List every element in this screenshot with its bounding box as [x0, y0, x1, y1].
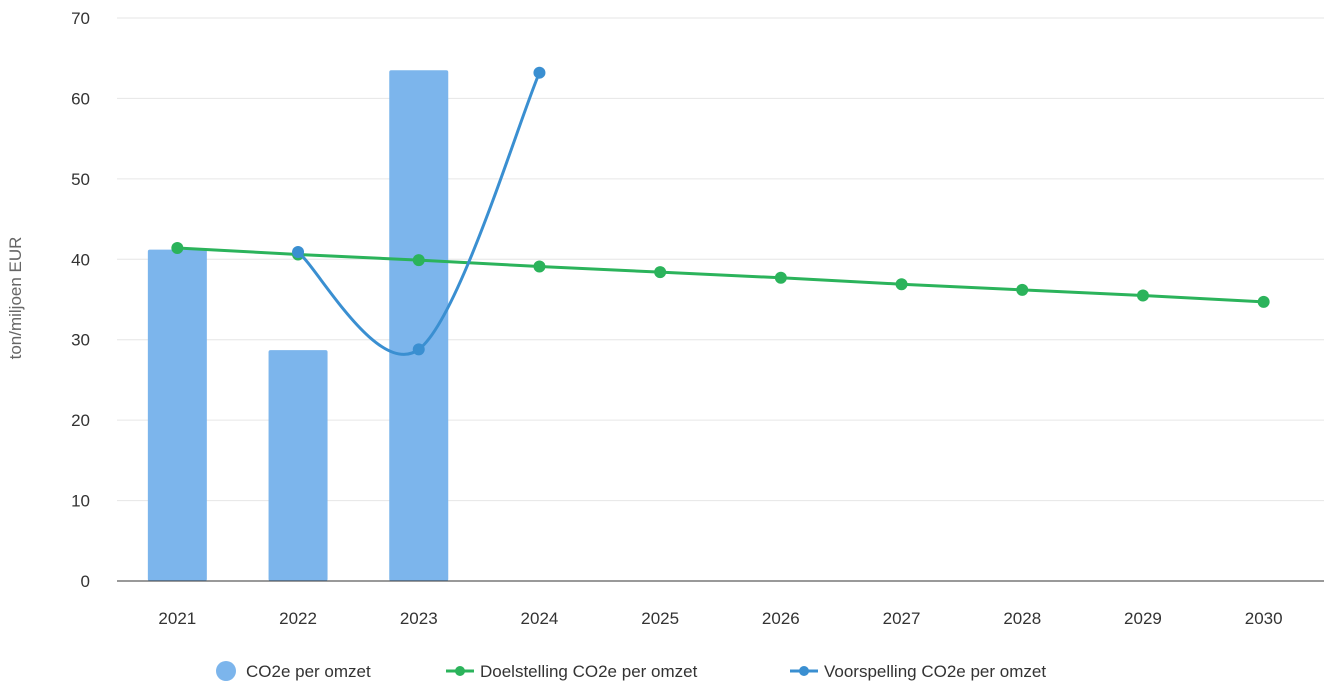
- legend-marker: [799, 666, 809, 676]
- x-tick-label: 2028: [1003, 609, 1041, 628]
- legend-label: CO2e per omzet: [246, 662, 371, 681]
- x-tick-label: 2027: [883, 609, 921, 628]
- line-series: [171, 66, 1270, 356]
- x-tick-label: 2023: [400, 609, 438, 628]
- data-point: [895, 278, 908, 291]
- x-tick-label: 2029: [1124, 609, 1162, 628]
- data-point: [774, 271, 787, 284]
- y-tick-label: 20: [71, 411, 90, 430]
- series-line: [177, 246, 1264, 304]
- legend-marker: [455, 666, 465, 676]
- y-axis-label: ton/miljoen EUR: [6, 237, 25, 360]
- legend-marker: [216, 661, 236, 681]
- bar-series: [147, 70, 449, 582]
- y-tick-label: 70: [71, 9, 90, 28]
- data-point: [171, 242, 184, 255]
- x-tick-label: 2021: [158, 609, 196, 628]
- data-point: [533, 66, 546, 79]
- x-tick-label: 2024: [521, 609, 559, 628]
- y-tick-label: 60: [71, 89, 90, 108]
- y-tick-label: 10: [71, 492, 90, 511]
- legend-label: Doelstelling CO2e per omzet: [480, 662, 698, 681]
- y-tick-label: 0: [81, 572, 90, 591]
- y-tick-label: 40: [71, 250, 90, 269]
- x-axis-ticks: 2021 2022 2023 2024 2025 2026 2027 2028 2029 2030: [158, 609, 1282, 628]
- data-point: [533, 260, 546, 273]
- y-axis-ticks: 0 10 20 30 40 50 60 70: [71, 9, 90, 591]
- data-point: [412, 343, 425, 356]
- x-tick-label: 2025: [641, 609, 679, 628]
- x-tick-label: 2030: [1245, 609, 1283, 628]
- data-point: [1016, 283, 1029, 296]
- bar: [389, 70, 449, 582]
- legend-label: Voorspelling CO2e per omzet: [824, 662, 1046, 681]
- x-tick-label: 2026: [762, 609, 800, 628]
- data-point: [1257, 295, 1270, 308]
- y-tick-label: 50: [71, 170, 90, 189]
- data-point: [292, 246, 305, 259]
- x-tick-label: 2022: [279, 609, 317, 628]
- data-point: [1136, 289, 1149, 302]
- data-point: [412, 254, 425, 267]
- legend: CO2e per omzet Doelstelling CO2e per omze…: [216, 661, 1046, 681]
- y-tick-label: 30: [71, 331, 90, 350]
- bar: [268, 350, 328, 581]
- bar: [147, 249, 207, 582]
- data-point: [654, 266, 667, 279]
